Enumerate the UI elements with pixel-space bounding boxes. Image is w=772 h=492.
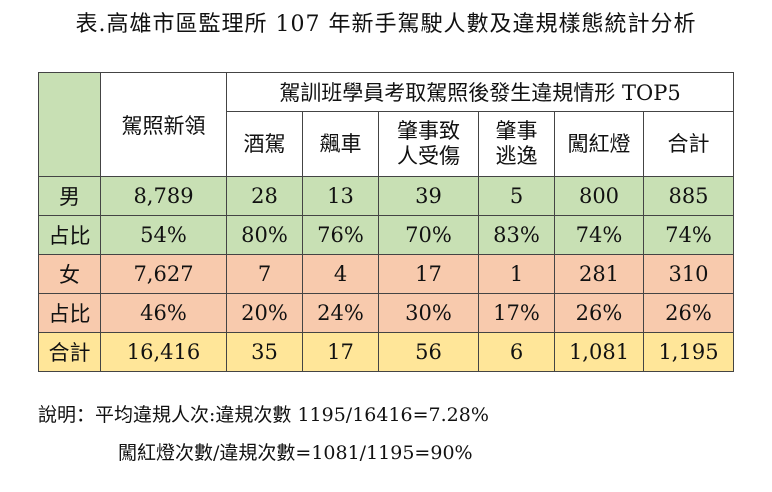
table-cell: 310 xyxy=(642,254,735,294)
row-label: 合計 xyxy=(38,332,101,372)
row-label: 男 xyxy=(38,176,101,216)
table-row: 女 7,627 7 4 17 1 281 310 xyxy=(38,254,735,294)
table-row: 合計 16,416 35 17 56 6 1,081 1,195 xyxy=(38,332,735,372)
table-cell: 6 xyxy=(478,332,555,372)
header-total: 合計 xyxy=(642,111,735,177)
table-cell: 24% xyxy=(302,293,379,333)
table-row: 占比 54% 80% 76% 70% 83% 74% 74% xyxy=(38,215,735,255)
table-cell: 46% xyxy=(100,293,227,333)
header-drunk-driving: 酒駕 xyxy=(226,111,303,177)
notes-section: 說明：平均違規人次:違規次數 1195/16416=7.28% 闖紅燈次數/違規… xyxy=(38,396,489,472)
corner-cell xyxy=(38,72,101,177)
table-cell: 1,081 xyxy=(554,332,644,372)
table-cell: 17 xyxy=(302,332,379,372)
table-row: 男 8,789 28 13 39 5 800 885 xyxy=(38,176,735,216)
table-cell: 83% xyxy=(478,215,555,255)
row-label: 女 xyxy=(38,254,101,294)
header-new-license: 駕照新領 xyxy=(100,72,227,177)
table-cell: 26% xyxy=(554,293,644,333)
table-cell: 30% xyxy=(378,293,479,333)
table-cell: 4 xyxy=(302,254,379,294)
table-header-row: 駕照新領 駕訓班學員考取駕照後發生違規情形 TOP5 xyxy=(38,72,735,177)
table-cell: 800 xyxy=(554,176,644,216)
row-label: 占比 xyxy=(38,293,101,333)
page-title: 表.高雄市區監理所 107 年新手駕駛人數及違規樣態統計分析 xyxy=(75,12,697,37)
table-cell: 17% xyxy=(478,293,555,333)
table-cell: 39 xyxy=(378,176,479,216)
table-cell: 74% xyxy=(554,215,644,255)
note-line-red-light: 闖紅燈次數/違規次數=1081/1195=90% xyxy=(118,442,473,464)
table-cell: 17 xyxy=(378,254,479,294)
table-cell: 5 xyxy=(478,176,555,216)
note-line-average: 說明：平均違規人次:違規次數 1195/16416=7.28% xyxy=(38,404,489,426)
table-cell: 8,789 xyxy=(100,176,227,216)
table-cell: 74% xyxy=(642,215,735,255)
header-street-racing: 飆車 xyxy=(302,111,379,177)
table-cell: 13 xyxy=(302,176,379,216)
table-cell: 20% xyxy=(226,293,303,333)
table-cell: 76% xyxy=(302,215,379,255)
table-cell: 7 xyxy=(226,254,303,294)
header-hit-and-run: 肇事 逃逸 xyxy=(478,111,555,177)
table-cell: 35 xyxy=(226,332,303,372)
statistics-table: 駕照新領 駕訓班學員考取駕照後發生違規情形 TOP5 酒駕 飆車 肇事致 人受傷 … xyxy=(38,72,735,372)
table-cell: 56 xyxy=(378,332,479,372)
table-cell: 70% xyxy=(378,215,479,255)
table-cell: 1 xyxy=(478,254,555,294)
table-subheader-row: 酒駕 飆車 肇事致 人受傷 肇事 逃逸 闖紅燈 合計 xyxy=(39,111,735,177)
table-cell: 26% xyxy=(642,293,735,333)
table-cell: 28 xyxy=(226,176,303,216)
table-cell: 80% xyxy=(226,215,303,255)
table-cell: 1,195 xyxy=(642,332,735,372)
row-label: 占比 xyxy=(38,215,101,255)
header-injury-accident: 肇事致 人受傷 xyxy=(378,111,479,177)
table-cell: 16,416 xyxy=(100,332,227,372)
table-cell: 54% xyxy=(100,215,227,255)
header-violation-group: 駕訓班學員考取駕照後發生違規情形 TOP5 xyxy=(225,72,735,112)
table-cell: 281 xyxy=(554,254,644,294)
table-row: 占比 46% 20% 24% 30% 17% 26% 26% xyxy=(38,293,735,333)
table-cell: 7,627 xyxy=(100,254,227,294)
header-red-light: 闖紅燈 xyxy=(554,111,644,177)
table-cell: 885 xyxy=(642,176,735,216)
